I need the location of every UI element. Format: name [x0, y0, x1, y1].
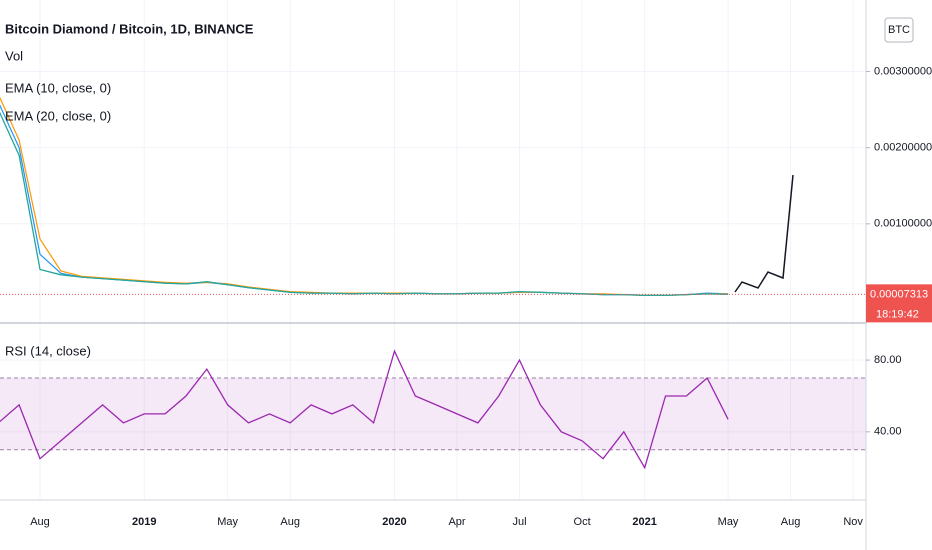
grid	[0, 0, 866, 500]
drawing	[734, 174, 794, 293]
x-tick-label: Aug	[30, 516, 50, 528]
axes: Aug 2019 May Aug 2020 Apr Jul Oct 2021 May Aug Nov 0…	[30, 65, 932, 528]
x-tick-label: Apr	[448, 516, 465, 528]
x-tick-label: 2021	[632, 516, 656, 528]
x-tick-label: 2019	[132, 516, 156, 528]
ema-legend: EMA (20, close, 0)	[5, 108, 111, 123]
x-tick-label: Aug	[781, 516, 801, 528]
y-tick-label: 0.00100000	[874, 218, 932, 230]
countdown: 18:19:42	[876, 308, 919, 320]
currency-button-label[interactable]: BTC	[888, 24, 910, 36]
y-tick-label: 0.00300000	[874, 65, 932, 77]
x-tick-label: May	[718, 516, 739, 528]
rsi-line	[0, 349, 729, 470]
x-tick-label: 2020	[382, 516, 406, 528]
y-tick-label: 0.00200000	[874, 142, 932, 154]
y-tick-label: 40.00	[874, 426, 902, 438]
currency-button[interactable]	[884, 17, 914, 43]
x-tick-label: Aug	[280, 516, 300, 528]
rsi-legend: RSI (14, close)	[5, 343, 91, 358]
y-tick-label: 80.00	[874, 354, 902, 366]
last-price-label: 0.00007313	[870, 288, 928, 300]
x-tick-label: Nov	[843, 516, 863, 528]
x-tick-label: May	[217, 516, 238, 528]
x-tick-label: Jul	[513, 516, 527, 528]
plots	[0, 96, 866, 470]
price-scale	[866, 0, 932, 550]
x-tick-label: Oct	[574, 516, 591, 528]
last-price-box	[866, 284, 932, 323]
symbol-title: Bitcoin Diamond / Bitcoin, 1D, BINANCE	[5, 21, 254, 36]
ema-legend: EMA (10, close, 0)	[5, 80, 111, 95]
volume-legend: Vol	[5, 48, 23, 63]
rsi-band	[0, 378, 866, 450]
